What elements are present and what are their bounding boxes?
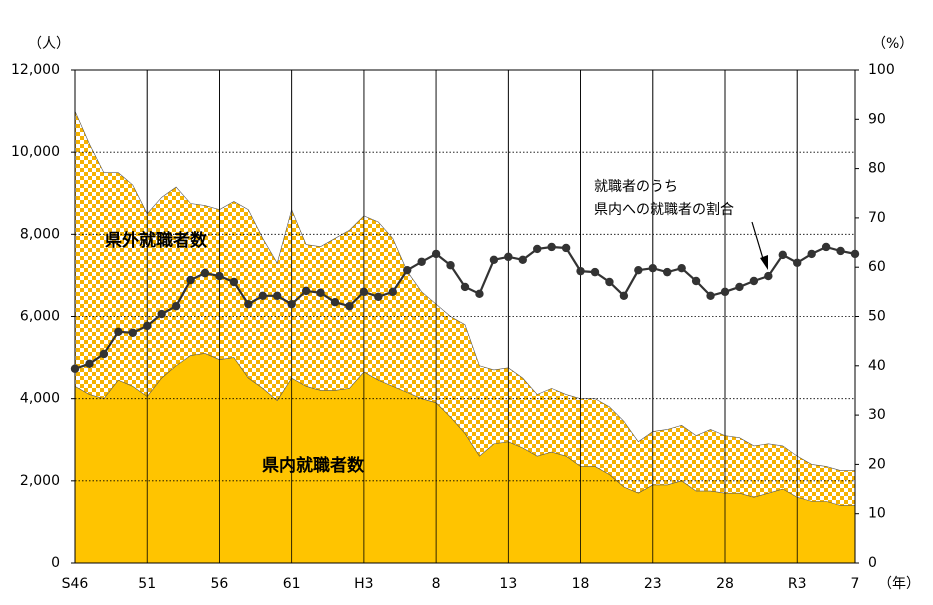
annotation-arrow [751, 221, 765, 263]
ratio-point [417, 257, 426, 266]
ratio-point [431, 249, 441, 259]
ratio-point [576, 266, 585, 276]
x-tick-label: 51 [138, 576, 156, 592]
ratio-point [648, 263, 657, 273]
x-tick-label: R3 [788, 576, 807, 592]
ratio-point [388, 287, 397, 297]
x-tick-label: H3 [354, 576, 373, 592]
y2-tick-label: 60 [868, 259, 886, 275]
y-tick-label: 4,000 [20, 391, 60, 407]
y2-tick-label: 50 [868, 309, 886, 325]
x-tick-label: 56 [211, 576, 229, 592]
ratio-point [70, 364, 80, 373]
y-tick-label: 10,000 [11, 144, 60, 160]
x-unit: （年） [878, 576, 920, 592]
x-tick-label: 61 [283, 576, 301, 592]
ratio-point [605, 277, 614, 287]
ratio-point [114, 327, 123, 336]
ratio-point [258, 291, 267, 300]
ratio-point [749, 276, 759, 286]
y2-unit: （%） [872, 36, 913, 52]
ratio-point [128, 328, 137, 337]
ratio-point [663, 267, 672, 277]
y-tick-label: 8,000 [20, 226, 60, 242]
ratio-point [619, 291, 629, 300]
ratio-point [706, 291, 715, 300]
ratio-point [215, 271, 224, 281]
ratio-point [475, 289, 484, 299]
ratio-point [590, 267, 600, 277]
y2-tick-label: 90 [868, 111, 886, 127]
ratio-point [677, 263, 686, 273]
ratio-point [273, 291, 282, 300]
area [75, 353, 855, 563]
ratio-point [186, 275, 195, 285]
ratio-point [778, 250, 787, 260]
ratio-point [691, 276, 701, 286]
arrow-head [760, 255, 768, 270]
ratio-point [547, 242, 556, 252]
y-tick-label: 6,000 [20, 309, 60, 325]
ratio-point [489, 255, 499, 265]
y-tick-label: 2,000 [20, 473, 60, 489]
y2-tick-label: 100 [868, 62, 895, 78]
ratio-point [836, 246, 845, 256]
line-annotation: 就職者のうち [594, 179, 678, 195]
ratio-point [374, 292, 383, 301]
x-tick-label: 28 [716, 576, 734, 592]
x-tick-label: 23 [644, 576, 662, 592]
x-tick-label: 18 [572, 576, 590, 592]
ratio-point [460, 282, 470, 292]
ratio-point [504, 252, 513, 262]
ratio-point [171, 301, 181, 311]
y2-tick-label: 20 [868, 456, 886, 472]
ratio-point [793, 258, 802, 267]
ratio-point [287, 299, 296, 309]
ratio-point [85, 359, 94, 369]
y2-tick-label: 0 [868, 555, 877, 571]
ratio-point [561, 243, 571, 253]
x-tick-label: 7 [851, 576, 860, 592]
ratio-point [316, 288, 325, 298]
ratio-point [518, 255, 527, 265]
ratio-point [533, 244, 542, 254]
ratio-point [403, 265, 412, 275]
y2-tick-label: 10 [868, 506, 886, 522]
y2-tick-label: 80 [868, 161, 886, 177]
ratio-point [821, 242, 831, 252]
ratio-point [229, 277, 239, 287]
ratio-point [359, 287, 369, 297]
y-unit: （人） [28, 36, 70, 52]
y2-tick-label: 70 [868, 210, 886, 226]
y2-tick-label: 40 [868, 358, 886, 374]
ratio-point [244, 299, 253, 309]
ratio-point [735, 282, 744, 292]
series-label: 県内就職者数 [262, 455, 365, 476]
ratio-point [143, 321, 152, 331]
ratio-point [345, 301, 354, 311]
series-label: 県外就職者数 [105, 230, 208, 251]
y-tick-label: 0 [51, 555, 60, 571]
ratio-point [200, 268, 210, 278]
x-tick-label: S46 [62, 576, 89, 592]
x-tick-label: 8 [432, 576, 441, 592]
ratio-point [330, 298, 340, 307]
line-annotation: 県内への就職者の割合 [594, 201, 734, 218]
ratio-point [446, 261, 455, 270]
ratio-point [807, 249, 816, 259]
y2-tick-label: 30 [868, 407, 886, 423]
y-tick-label: 12,000 [11, 62, 60, 78]
ratio-point [634, 265, 643, 275]
ratio-point [99, 349, 109, 359]
x-tick-label: 13 [499, 576, 517, 592]
ratio-point [301, 286, 311, 296]
ratio-point [850, 249, 860, 259]
ratio-point [720, 287, 730, 297]
ratio-point [157, 309, 166, 319]
ratio-point [764, 271, 773, 281]
